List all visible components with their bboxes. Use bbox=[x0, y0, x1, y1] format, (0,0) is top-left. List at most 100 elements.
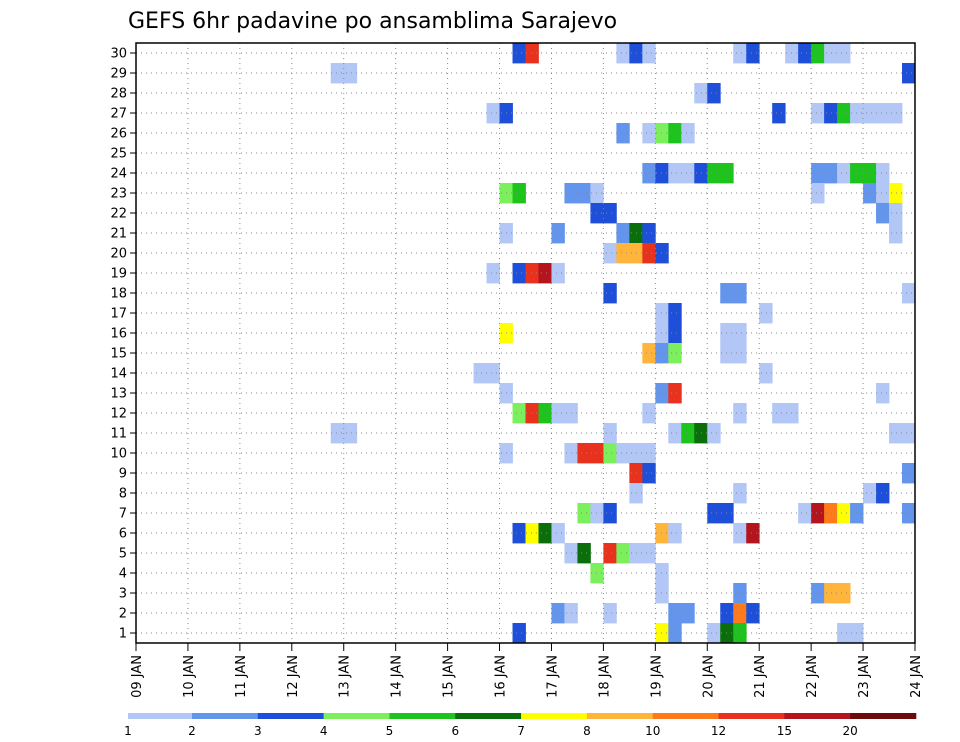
heatmap-cell bbox=[902, 503, 916, 524]
heatmap-cell bbox=[642, 463, 656, 484]
y-tick-label: 20 bbox=[110, 247, 127, 262]
heatmap-cell bbox=[681, 423, 695, 444]
heatmap-cell bbox=[486, 103, 500, 124]
heatmap-cell bbox=[616, 543, 630, 564]
y-tick-label: 25 bbox=[110, 147, 127, 162]
heatmap-cell bbox=[668, 603, 682, 624]
y-tick-label: 12 bbox=[110, 407, 127, 422]
x-tick-label: 09 JAN bbox=[130, 655, 145, 698]
colorbar-swatch bbox=[718, 713, 785, 719]
heatmap-cell bbox=[655, 303, 669, 324]
heatmap-cell bbox=[733, 623, 747, 644]
colorbar-legend: 1 2 3 4 5 6 7 8 10 12 15 20 bbox=[124, 713, 917, 738]
heatmap-cell bbox=[707, 623, 721, 644]
heatmap-cell bbox=[590, 443, 604, 464]
colorbar-label: 6 bbox=[451, 724, 459, 738]
heatmap-cell bbox=[642, 223, 656, 244]
heatmap-cell bbox=[655, 563, 669, 584]
x-tick-label: 10 JAN bbox=[182, 655, 197, 698]
heatmap-cell bbox=[733, 43, 747, 64]
heatmap-cell bbox=[603, 503, 617, 524]
heatmap-cell bbox=[668, 343, 682, 364]
heatmap-cell bbox=[655, 383, 669, 404]
heatmap-cell bbox=[863, 163, 877, 184]
colorbar-label: 10 bbox=[645, 724, 660, 738]
colorbar-label: 3 bbox=[254, 724, 262, 738]
heatmap-cell bbox=[863, 183, 877, 204]
y-tick-label: 16 bbox=[110, 327, 127, 342]
heatmap-cell bbox=[616, 123, 630, 144]
heatmap-cell bbox=[590, 203, 604, 224]
heatmap-cell bbox=[668, 423, 682, 444]
heatmap-cell bbox=[655, 123, 669, 144]
heatmap-cell bbox=[733, 343, 747, 364]
heatmap-cell bbox=[811, 183, 825, 204]
heatmap-cell bbox=[837, 163, 851, 184]
heatmap-cell bbox=[603, 543, 617, 564]
colorbar-label: 8 bbox=[583, 724, 591, 738]
heatmap-cell bbox=[577, 183, 591, 204]
x-tick-label: 15 JAN bbox=[442, 655, 457, 698]
y-tick-label: 19 bbox=[110, 267, 127, 282]
heatmap-cell bbox=[733, 323, 747, 344]
y-tick-label: 21 bbox=[110, 227, 127, 242]
y-tick-label: 13 bbox=[110, 387, 127, 402]
heatmap-cell bbox=[746, 523, 760, 544]
heatmap-cell bbox=[538, 403, 552, 424]
y-tick-label: 3 bbox=[119, 587, 127, 602]
y-tick-label: 2 bbox=[119, 607, 127, 622]
y-tick-label: 7 bbox=[119, 507, 127, 522]
y-tick-label: 24 bbox=[110, 167, 127, 182]
heatmap-cell bbox=[707, 503, 721, 524]
heatmap-cell bbox=[590, 503, 604, 524]
heatmap-cell bbox=[642, 243, 656, 264]
y-tick-label: 8 bbox=[119, 487, 127, 502]
heatmap-cell bbox=[876, 203, 890, 224]
heatmap-cell bbox=[642, 403, 656, 424]
heatmap-cell bbox=[642, 43, 656, 64]
y-tick-label: 4 bbox=[119, 567, 127, 582]
heatmap-cell bbox=[759, 363, 773, 384]
heatmap-cell bbox=[525, 263, 539, 284]
heatmap-cell bbox=[694, 83, 708, 104]
y-tick-label: 23 bbox=[110, 187, 127, 202]
heatmap-cell bbox=[551, 263, 565, 284]
heatmap-cell bbox=[538, 523, 552, 544]
heatmap-cell bbox=[837, 623, 851, 644]
heatmap-cell bbox=[824, 583, 838, 604]
colorbar-swatch bbox=[257, 713, 324, 719]
heatmap-cell bbox=[746, 43, 760, 64]
heatmap-cell bbox=[577, 443, 591, 464]
heatmap-cell bbox=[798, 43, 812, 64]
colorbar-swatch bbox=[586, 713, 654, 719]
heatmap-cell bbox=[668, 523, 682, 544]
heatmap-cell bbox=[902, 63, 916, 84]
heatmap-cell bbox=[655, 323, 669, 344]
heatmap-cell bbox=[811, 503, 825, 524]
heatmap-cell bbox=[512, 183, 526, 204]
heatmap-cell bbox=[694, 423, 708, 444]
heatmap-cell bbox=[642, 163, 656, 184]
heatmap-cell bbox=[577, 543, 591, 564]
heatmap-cell bbox=[733, 283, 747, 304]
x-tick-label: 14 JAN bbox=[390, 655, 405, 698]
colorbar-swatch bbox=[323, 713, 390, 719]
y-tick-label: 10 bbox=[110, 447, 127, 462]
heatmap-cell bbox=[811, 43, 825, 64]
heatmap-cell bbox=[486, 263, 500, 284]
colorbar-label: 5 bbox=[386, 724, 394, 738]
heatmap-cell bbox=[603, 243, 617, 264]
heatmap-cell bbox=[876, 183, 890, 204]
y-tick-label: 14 bbox=[110, 367, 127, 382]
heatmap-cell bbox=[512, 523, 526, 544]
heatmap-cell bbox=[525, 523, 539, 544]
heatmap-cell bbox=[655, 343, 669, 364]
colorbar-swatch bbox=[455, 713, 522, 719]
colorbar-swatch bbox=[128, 713, 193, 719]
x-tick-label: 22 JAN bbox=[805, 655, 820, 698]
heatmap-cell bbox=[759, 303, 773, 324]
heatmap-cell bbox=[837, 503, 851, 524]
x-tick-label: 20 JAN bbox=[701, 655, 716, 698]
y-tick-label: 9 bbox=[119, 467, 127, 482]
heatmap-cell bbox=[642, 123, 656, 144]
